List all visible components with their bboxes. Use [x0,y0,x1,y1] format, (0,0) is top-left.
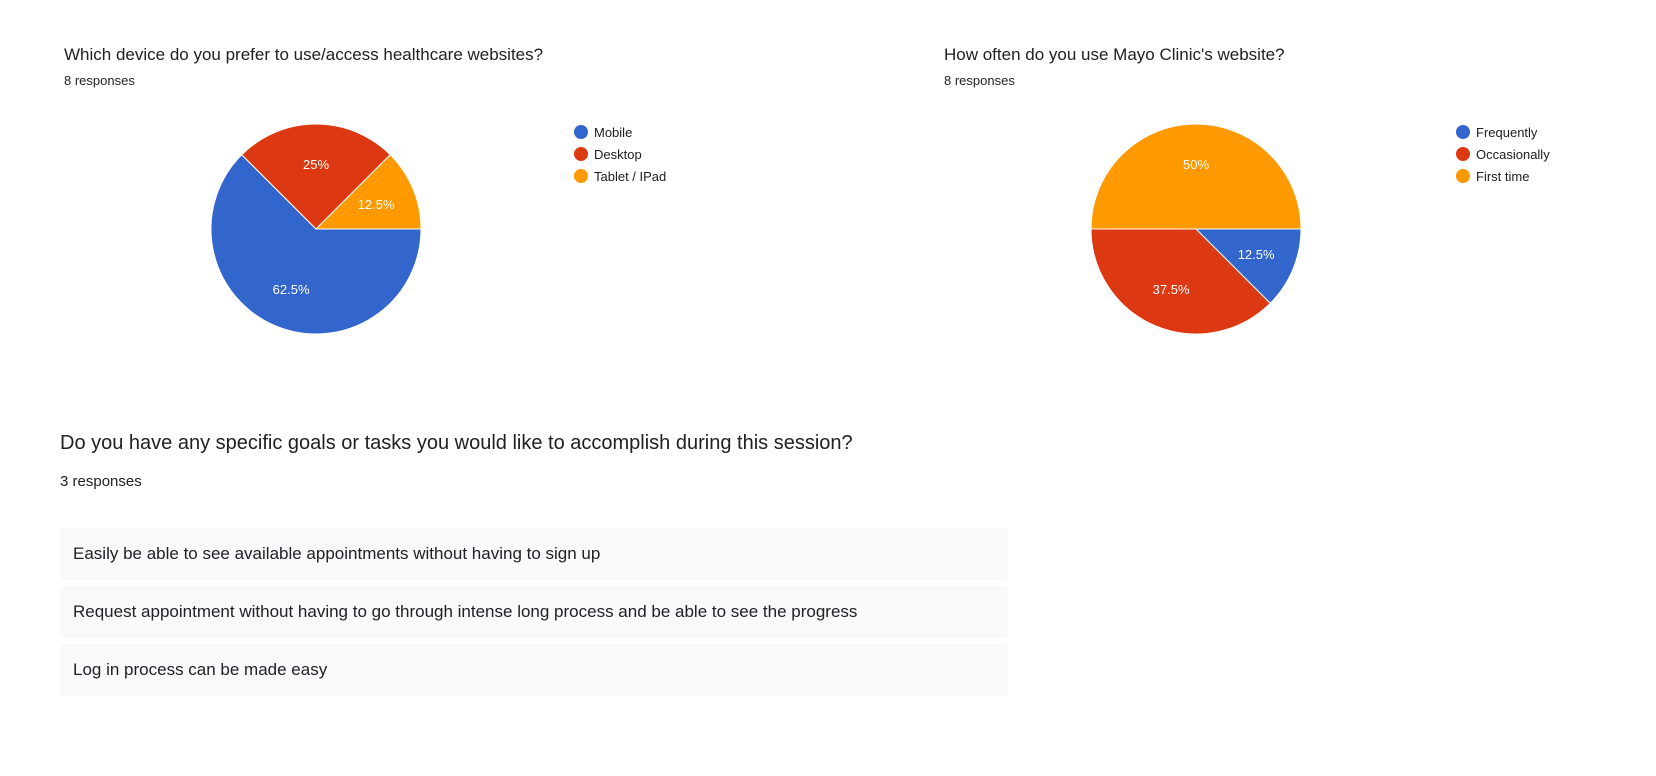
pie-slice-first-time [1090,123,1302,230]
response-item: Log in process can be made easy [60,644,1008,696]
legend-swatch [574,169,588,183]
response-count: 8 responses [944,73,1015,88]
legend-label: First time [1476,168,1530,184]
legend-swatch [1456,125,1470,139]
pie-chart-frequency: 12.5% 37.5% 50% [1090,123,1302,335]
slice-data-label: 12.5% [1238,247,1275,262]
legend-device: Mobile Desktop Tablet / IPad [574,121,666,187]
chart-title: Which device do you prefer to use/access… [64,45,544,64]
question-title: Do you have any specific goals or tasks … [60,432,853,454]
slice-data-label: 62.5% [273,282,310,297]
legend-label: Occasionally [1476,146,1550,162]
pie-slice-occasionally [1090,228,1271,335]
chart-title: How often do you use Mayo Clinic's websi… [944,45,1285,64]
legend-frequency: Frequently Occasionally First time [1456,121,1550,187]
pie-chart-device: 62.5% 25% 12.5% [210,123,422,335]
legend-label: Frequently [1476,124,1538,140]
slice-data-label: 25% [303,157,329,172]
response-list: Easily be able to see available appointm… [60,528,1008,702]
pie-slice-frequently [1194,228,1302,304]
legend-label: Desktop [594,146,642,162]
pie-slice-mobile [210,154,422,335]
slice-data-label: 12.5% [358,197,395,212]
pie-slice-tablet-ipad [314,154,422,230]
legend-item: Desktop [574,143,666,165]
legend-item: Mobile [574,121,666,143]
legend-label: Tablet / IPad [594,168,667,184]
slice-data-label: 50% [1183,157,1209,172]
legend-swatch [574,147,588,161]
legend-swatch [1456,147,1470,161]
legend-item: Tablet / IPad [574,165,666,187]
legend-item: First time [1456,165,1550,187]
response-count: 3 responses [60,473,142,490]
legend-swatch [1456,169,1470,183]
legend-label: Mobile [594,124,633,140]
legend-item: Frequently [1456,121,1550,143]
legend-item: Occasionally [1456,143,1550,165]
pie-slice-desktop [241,123,391,230]
legend-swatch [574,125,588,139]
response-item: Easily be able to see available appointm… [60,528,1008,580]
slice-data-label: 37.5% [1153,282,1190,297]
response-count: 8 responses [64,73,135,88]
response-item: Request appointment without having to go… [60,586,1008,638]
